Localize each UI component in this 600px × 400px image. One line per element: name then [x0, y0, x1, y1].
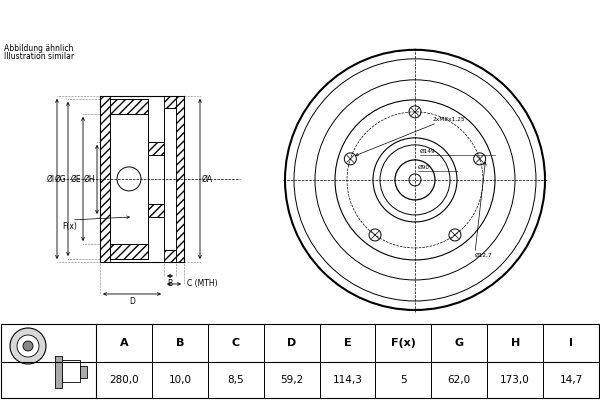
Text: ØA: ØA: [202, 174, 213, 183]
Circle shape: [17, 335, 39, 357]
Bar: [148, 204, 164, 217]
Bar: [55, 356, 62, 388]
Text: G: G: [455, 338, 464, 348]
Bar: [80, 366, 87, 378]
Text: 24.0110-0333.1    410333: 24.0110-0333.1 410333: [150, 8, 450, 28]
Text: Illustration similar: Illustration similar: [4, 52, 74, 61]
Bar: [148, 155, 164, 204]
Bar: [176, 96, 184, 262]
Bar: [62, 360, 80, 382]
Text: Ø12,7: Ø12,7: [475, 252, 493, 258]
Bar: [110, 244, 148, 259]
Text: Ø149: Ø149: [420, 149, 436, 154]
Text: B: B: [176, 338, 184, 348]
Bar: [164, 250, 176, 262]
Text: A: A: [119, 338, 128, 348]
Bar: [110, 99, 148, 114]
Bar: [110, 114, 148, 244]
Text: 10,0: 10,0: [169, 375, 191, 385]
Text: 59,2: 59,2: [280, 375, 303, 385]
Text: C: C: [232, 338, 240, 348]
Bar: [148, 142, 164, 155]
Text: 2xM8x1,25: 2xM8x1,25: [433, 117, 466, 122]
Text: Ø90: Ø90: [418, 165, 430, 170]
Text: Abbildung ähnlich: Abbildung ähnlich: [4, 44, 73, 53]
Text: F(x): F(x): [62, 222, 77, 231]
Text: D: D: [287, 338, 296, 348]
Text: I: I: [569, 338, 573, 348]
Text: D: D: [129, 297, 135, 306]
Text: 8,5: 8,5: [227, 375, 244, 385]
Circle shape: [23, 341, 33, 351]
Text: 173,0: 173,0: [500, 375, 530, 385]
Text: 114,3: 114,3: [332, 375, 362, 385]
Text: C (MTH): C (MTH): [187, 280, 218, 288]
Text: 14,7: 14,7: [559, 375, 583, 385]
Bar: [164, 108, 176, 250]
Text: 62,0: 62,0: [448, 375, 471, 385]
Text: ØI: ØI: [47, 174, 55, 183]
Text: H: H: [511, 338, 520, 348]
Circle shape: [117, 167, 141, 191]
Text: B: B: [167, 279, 173, 288]
Text: ØE: ØE: [70, 174, 81, 183]
Text: ØG: ØG: [54, 174, 66, 183]
Bar: [100, 96, 110, 262]
Circle shape: [10, 328, 46, 364]
Text: ØH: ØH: [83, 175, 95, 184]
Text: E: E: [344, 338, 352, 348]
Bar: [164, 96, 176, 108]
Text: F(x): F(x): [391, 338, 416, 348]
Text: 280,0: 280,0: [109, 375, 139, 385]
Text: 5: 5: [400, 375, 407, 385]
